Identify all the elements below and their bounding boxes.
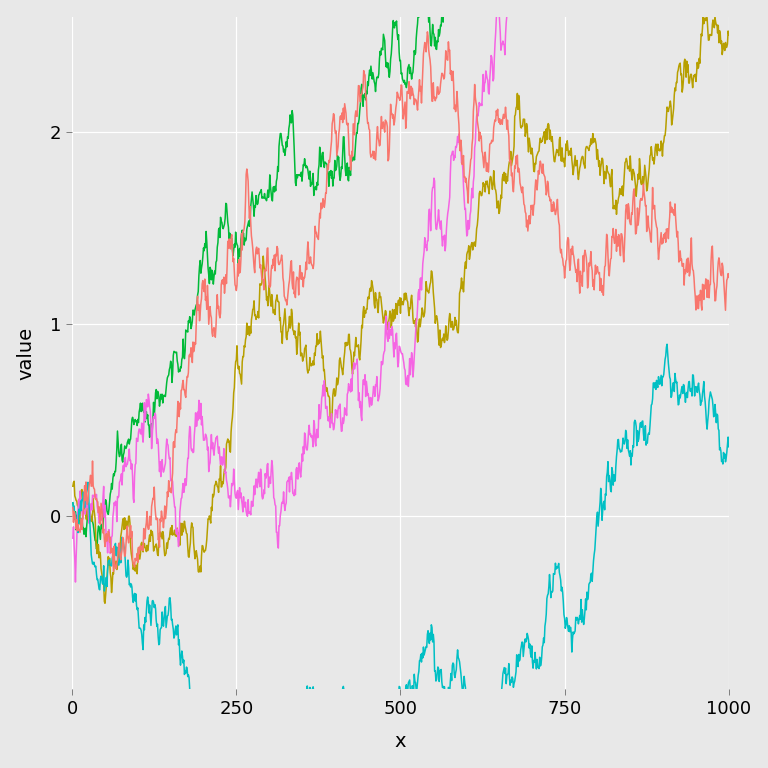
X-axis label: x: x: [395, 733, 406, 751]
Y-axis label: value: value: [17, 326, 35, 379]
